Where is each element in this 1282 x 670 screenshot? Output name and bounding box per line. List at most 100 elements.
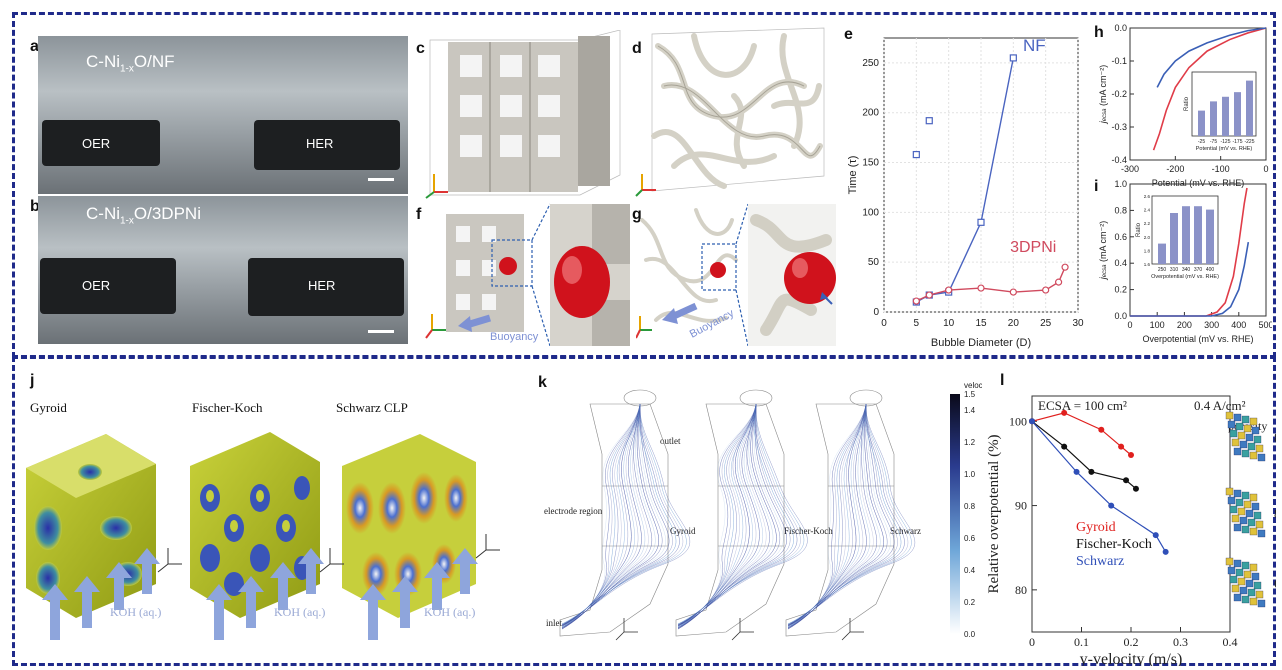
streamline (787, 403, 867, 627)
lattice-cell (1235, 422, 1244, 431)
outlet-pipe (739, 389, 773, 407)
lattice-cell (1247, 442, 1256, 451)
inset-x-tick: 310 (1170, 267, 1179, 273)
x-tick-label: 500 (1258, 320, 1272, 330)
inset-x-tick: 370 (1194, 267, 1203, 273)
y-tick-label: 200 (862, 108, 879, 119)
axis-triad-k (615, 618, 638, 641)
x-tick-label: 300 (1204, 320, 1219, 330)
streamline (787, 403, 867, 629)
data-point (1088, 468, 1095, 475)
axis-triad-j (157, 534, 500, 573)
axis-triad-k (731, 618, 754, 641)
photo-a-title: C-Ni1-xO/NF (86, 52, 175, 75)
streamline (677, 403, 757, 626)
x-tick-label: 10 (943, 318, 955, 329)
lattice-cell (1249, 417, 1258, 426)
structure-name-fischer-koch: Fischer-Koch (192, 400, 263, 415)
inset-y-tick: 1.8 (1144, 248, 1151, 253)
inset-y-tick: 1.6 (1144, 262, 1151, 267)
axis-line (841, 631, 851, 641)
streamline (677, 403, 780, 630)
streamline (561, 403, 691, 626)
streamline (561, 403, 642, 630)
plot-frame (1031, 395, 1231, 633)
inset-bar (1246, 80, 1253, 136)
inset-x-tick: -125 (1220, 139, 1230, 145)
x-tick-label: -200 (1166, 164, 1184, 174)
data-point (925, 117, 933, 125)
lattice-cell (1225, 557, 1234, 566)
y-tick-label: -0.1 (1111, 56, 1127, 66)
x-tick-label: -100 (1212, 164, 1230, 174)
lattice-cell (1253, 435, 1262, 444)
data-point (912, 297, 920, 305)
x-axis-label: Bubble Diameter (D) (931, 337, 1031, 349)
channel-outline (675, 403, 785, 637)
streamline-group (559, 389, 691, 641)
data-point (1098, 426, 1105, 433)
lattice-cell (1257, 599, 1266, 608)
inset-x-label: Overpotential (mV vs. RHE) (1151, 274, 1219, 280)
panel-label-i: i (1094, 178, 1099, 195)
streamline (787, 403, 915, 626)
streamline-group (675, 389, 808, 641)
koh-label-2: KOH (aq.) (274, 605, 325, 619)
streamline (561, 403, 670, 626)
inset-y-tick: 2.0 (1144, 235, 1151, 240)
y-tick-label: 0.0 (1114, 23, 1127, 33)
structure-name-gyroid: Gyroid (30, 400, 67, 415)
colorbar-tick: 0.0 (964, 630, 976, 639)
streamline (787, 403, 884, 629)
series-line (916, 266, 1066, 302)
buoyancy-label-f: Buoyancy (490, 331, 539, 343)
streamline (787, 403, 867, 630)
data-point (1055, 278, 1063, 286)
lattice-cell (1229, 505, 1238, 514)
inset-bar (1222, 96, 1229, 136)
streamline (677, 403, 805, 625)
inset-bar (1170, 213, 1178, 264)
streamline (787, 403, 867, 629)
flow-streamlines-k: outlet electrode region inlet Gyroid Fis… (544, 381, 982, 641)
x-tick-label: 20 (1008, 318, 1020, 329)
lattice-cell (1241, 561, 1250, 570)
lattice-cell (1233, 489, 1242, 498)
inset-bar (1158, 243, 1166, 264)
panel-label-h: h (1094, 24, 1104, 41)
sim-name-gyroid: Gyroid (670, 526, 696, 536)
axis-line (731, 631, 741, 641)
koh-label-3: KOH (aq.) (424, 605, 475, 619)
x-tick-label: 0.1 (1074, 635, 1089, 649)
outlet-pipe (849, 389, 883, 407)
panel-label-a: a (30, 38, 39, 55)
oer-label-a: OER (82, 136, 111, 151)
panel-label-e: e (844, 26, 853, 43)
bubble-render-g: Buoyancy (636, 203, 836, 346)
streamline (787, 403, 867, 626)
lattice-cell (1225, 487, 1234, 496)
streamline (561, 403, 641, 626)
lattice-cell (1237, 577, 1246, 586)
x-tick-label: 0.2 (1124, 635, 1139, 649)
y-tick-label: 1.0 (1114, 179, 1127, 189)
data-point (1009, 54, 1017, 62)
inlet-label: inlet (546, 618, 562, 628)
data-point (1108, 502, 1115, 509)
ecsa-label: ECSA = 100 cm² (1038, 398, 1127, 413)
axis-triad-c (425, 174, 448, 199)
streamline (677, 403, 787, 626)
lattice-cell (1229, 575, 1238, 584)
data-point (1061, 409, 1068, 416)
oer-label-b: OER (82, 278, 111, 293)
sim-name-fischer-koch: Fischer-Koch (784, 526, 833, 536)
bubble-render-f: Buoyancy (425, 203, 630, 346)
y-axis-label: Relative overpotential (%) (986, 434, 1002, 593)
lattice-cell (1231, 514, 1240, 523)
lattice-cell (1239, 516, 1248, 525)
porosity-lattice-thumb (1225, 411, 1266, 462)
legend-entry: Gyroid (1076, 520, 1116, 535)
inset-y-tick: 2.6 (1144, 194, 1151, 199)
oer-curve-blue (1130, 241, 1250, 317)
her-label-b: HER (308, 278, 336, 293)
